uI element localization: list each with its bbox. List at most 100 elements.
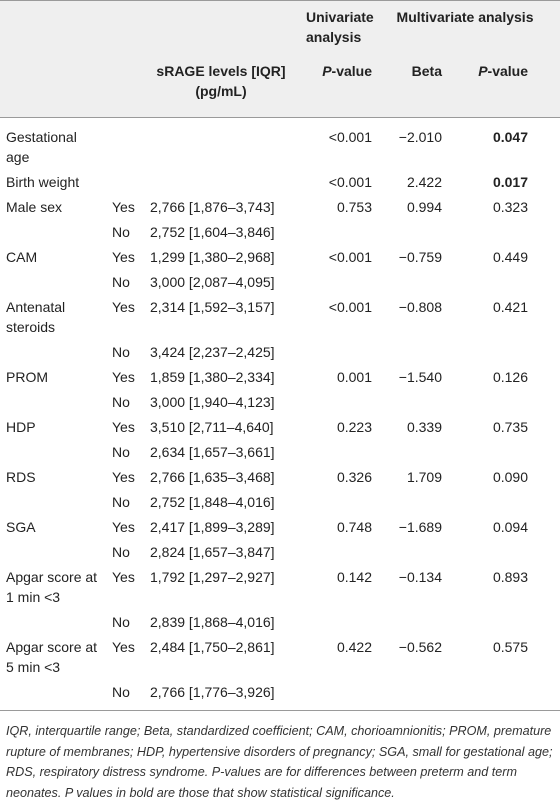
footnote: IQR, interquartile range; Beta, standard… <box>6 724 553 800</box>
table-row: RDS Yes 2,766 [1,635–3,468] 0.326 1.709 0.090 <box>0 464 560 489</box>
beta: −0.134 <box>398 569 442 585</box>
table-row: SGA Yes 2,417 [1,899–3,289] 0.748 −1.689 0.09… <box>0 514 560 539</box>
beta <box>378 269 448 294</box>
univariate-p <box>298 609 378 634</box>
table-row: Apgar score at 5 min <3 Yes 2,484 [1,750–2… <box>0 634 560 679</box>
univariate-p: 0.422 <box>336 639 372 655</box>
header-univariate: Univariate analysis <box>306 9 374 45</box>
srage-level: 2,766 [1,635–3,468] <box>150 469 275 485</box>
multivariate-p <box>448 539 560 564</box>
table-row: Gestational age <0.001 −2.010 0.047 <box>0 118 560 170</box>
srage-level: 2,752 [1,604–3,846] <box>150 224 275 240</box>
row-label: CAM <box>6 249 38 265</box>
univariate-p <box>298 389 378 414</box>
multivariate-p: 0.449 <box>492 249 529 265</box>
group: No <box>112 494 130 510</box>
beta <box>378 489 448 514</box>
table-row: Antenatal steroids Yes 2,314 [1,592–3,157]… <box>0 294 560 339</box>
srage-level: 1,859 [1,380–2,334] <box>150 369 275 385</box>
multivariate-p <box>448 679 560 711</box>
row-label <box>0 539 106 564</box>
group: No <box>112 614 130 630</box>
univariate-p: 0.142 <box>336 569 372 585</box>
table-row: No 2,752 [1,604–3,846] <box>0 219 560 244</box>
table-row: No 2,634 [1,657–3,661] <box>0 439 560 464</box>
table-row: PROM Yes 1,859 [1,380–2,334] 0.001 −1.540 0.1… <box>0 364 560 389</box>
univariate-p <box>298 219 378 244</box>
beta: −1.689 <box>398 519 442 535</box>
multivariate-p <box>448 489 560 514</box>
beta: −0.759 <box>398 249 442 265</box>
multivariate-p: 0.893 <box>492 569 529 585</box>
univariate-p: 0.753 <box>336 199 372 215</box>
srage-level: 2,824 [1,657–3,847] <box>150 544 275 560</box>
header-p-value: P-value <box>478 63 529 79</box>
group: Yes <box>112 569 135 585</box>
multivariate-p <box>448 609 560 634</box>
srage-level: 1,299 [1,380–2,968] <box>150 249 275 265</box>
multivariate-p <box>448 389 560 414</box>
beta: −0.808 <box>398 299 442 315</box>
table-row: Male sex Yes 2,766 [1,876–3,743] 0.753 0.994… <box>0 194 560 219</box>
table-row: No 2,752 [1,848–4,016] <box>0 489 560 514</box>
table-row: No 2,824 [1,657–3,847] <box>0 539 560 564</box>
row-label: PROM <box>6 369 48 385</box>
multivariate-p: 0.047 <box>492 129 529 145</box>
srage-level: 2,484 [1,750–2,861] <box>150 639 275 655</box>
row-label: RDS <box>6 469 36 485</box>
beta <box>378 609 448 634</box>
group: Yes <box>112 419 135 435</box>
header-p-value: P-value <box>322 63 372 79</box>
beta <box>378 389 448 414</box>
srage-level: 2,314 [1,592–3,157] <box>150 299 275 315</box>
univariate-p <box>298 679 378 711</box>
row-label <box>0 219 106 244</box>
group: No <box>112 544 130 560</box>
srage-level: 2,766 [1,876–3,743] <box>150 199 275 215</box>
row-label <box>0 679 106 711</box>
table-header: Univariate analysis Multivariate analysi… <box>0 0 560 118</box>
univariate-p: 0.001 <box>336 369 372 385</box>
row-label: Birth weight <box>6 174 80 190</box>
group: No <box>112 394 130 410</box>
group: No <box>112 444 130 460</box>
row-label: Antenatal steroids <box>6 299 66 335</box>
srage-level: 2,752 [1,848–4,016] <box>150 494 275 510</box>
table-row: No 3,000 [2,087–4,095] <box>0 269 560 294</box>
univariate-p: <0.001 <box>328 174 372 190</box>
row-label: HDP <box>6 419 36 435</box>
group: No <box>112 274 130 290</box>
beta <box>378 219 448 244</box>
srage-level: 1,792 [1,297–2,927] <box>150 569 275 585</box>
srage-level: 2,839 [1,868–4,016] <box>150 614 275 630</box>
group: Yes <box>112 199 135 215</box>
row-label: SGA <box>6 519 36 535</box>
group: Yes <box>112 299 135 315</box>
srage-level <box>144 118 298 170</box>
beta: 2.422 <box>406 174 442 190</box>
header-beta: Beta <box>411 63 442 79</box>
group: Yes <box>112 369 135 385</box>
group <box>106 118 144 170</box>
table-row: Birth weight <0.001 2.422 0.017 <box>0 169 560 194</box>
srage-level: 2,417 [1,899–3,289] <box>150 519 275 535</box>
multivariate-p: 0.575 <box>492 639 529 655</box>
srage-level <box>144 169 298 194</box>
univariate-p: <0.001 <box>328 299 372 315</box>
group <box>106 169 144 194</box>
univariate-p <box>298 339 378 364</box>
group: Yes <box>112 249 135 265</box>
multivariate-p: 0.094 <box>492 519 529 535</box>
table-body: Gestational age <0.001 −2.010 0.047 Birth we… <box>0 118 560 711</box>
table-row: CAM Yes 1,299 [1,380–2,968] <0.001 −0.759 0.4… <box>0 244 560 269</box>
table-row: No 2,766 [1,776–3,926] <box>0 679 560 711</box>
beta <box>378 339 448 364</box>
multivariate-p: 0.126 <box>492 369 529 385</box>
multivariate-p: 0.735 <box>492 419 529 435</box>
multivariate-p <box>448 219 560 244</box>
multivariate-p: 0.323 <box>492 199 529 215</box>
srage-level: 3,000 [1,940–4,123] <box>150 394 275 410</box>
header-multivariate: Multivariate analysis <box>396 9 534 25</box>
row-label <box>0 269 106 294</box>
